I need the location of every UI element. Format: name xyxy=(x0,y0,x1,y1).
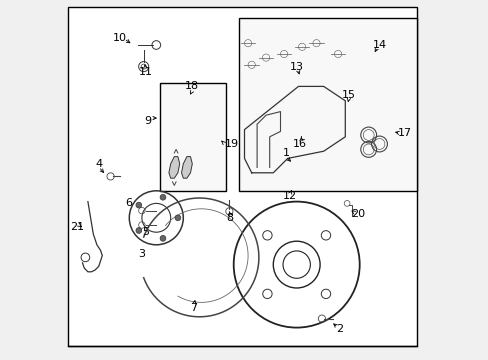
Text: 11: 11 xyxy=(138,67,152,77)
Text: 16: 16 xyxy=(293,139,306,149)
Circle shape xyxy=(136,202,142,208)
Text: 14: 14 xyxy=(372,40,386,50)
Text: 5: 5 xyxy=(142,227,149,237)
Text: 18: 18 xyxy=(185,81,199,91)
Polygon shape xyxy=(168,157,179,178)
Text: 3: 3 xyxy=(138,249,145,259)
Text: 21: 21 xyxy=(70,222,84,232)
Text: 10: 10 xyxy=(113,33,127,43)
Circle shape xyxy=(136,228,142,233)
Bar xyxy=(239,18,416,191)
Text: 7: 7 xyxy=(190,303,197,313)
Polygon shape xyxy=(181,157,192,178)
Text: 6: 6 xyxy=(125,198,132,208)
Text: 13: 13 xyxy=(289,62,303,72)
Text: 12: 12 xyxy=(282,191,296,201)
Text: 4: 4 xyxy=(95,159,102,169)
Circle shape xyxy=(160,235,165,241)
Text: 2: 2 xyxy=(336,324,343,334)
Text: 19: 19 xyxy=(224,139,238,149)
Bar xyxy=(160,83,226,191)
Circle shape xyxy=(175,215,181,221)
Text: 8: 8 xyxy=(226,213,233,223)
Text: 9: 9 xyxy=(143,116,151,126)
Text: 1: 1 xyxy=(282,148,289,158)
Text: 20: 20 xyxy=(350,209,364,219)
Text: 17: 17 xyxy=(397,128,411,138)
Circle shape xyxy=(160,194,165,200)
Text: 15: 15 xyxy=(341,90,355,100)
